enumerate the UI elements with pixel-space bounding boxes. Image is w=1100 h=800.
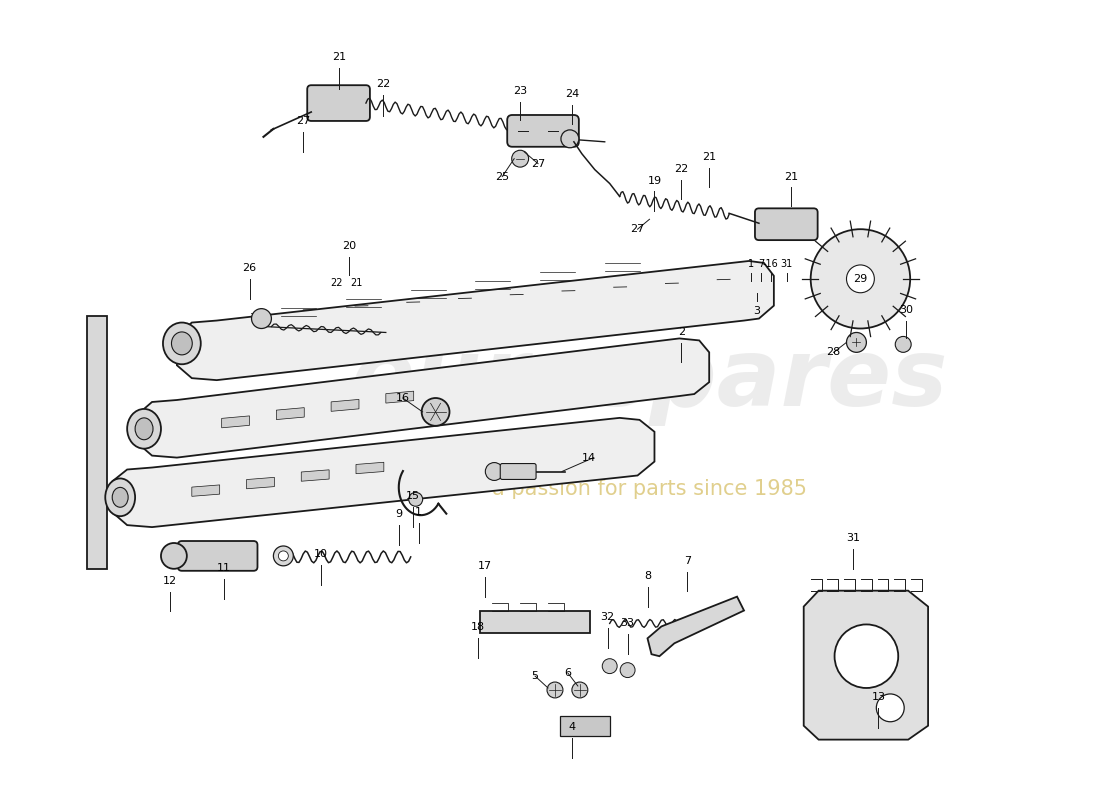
Text: 26: 26	[242, 263, 256, 273]
Text: 32: 32	[601, 613, 615, 622]
Polygon shape	[356, 462, 384, 474]
Ellipse shape	[128, 409, 161, 449]
Text: 25: 25	[495, 171, 509, 182]
Ellipse shape	[135, 418, 153, 440]
Polygon shape	[191, 485, 220, 496]
Circle shape	[547, 682, 563, 698]
Ellipse shape	[163, 322, 201, 364]
Ellipse shape	[112, 487, 128, 507]
Polygon shape	[177, 261, 774, 380]
FancyBboxPatch shape	[307, 86, 370, 121]
Polygon shape	[386, 391, 414, 403]
Text: 3: 3	[754, 306, 760, 316]
Circle shape	[485, 462, 503, 481]
Circle shape	[895, 337, 911, 352]
Polygon shape	[276, 408, 305, 419]
Text: 21: 21	[783, 171, 798, 182]
Text: 27: 27	[296, 116, 310, 126]
Polygon shape	[804, 590, 928, 740]
Circle shape	[811, 229, 910, 329]
Polygon shape	[560, 716, 609, 736]
Polygon shape	[648, 597, 744, 656]
Circle shape	[847, 265, 874, 293]
Text: 33: 33	[620, 618, 635, 629]
Circle shape	[847, 333, 867, 352]
Text: 12: 12	[163, 576, 177, 586]
Text: 1: 1	[415, 507, 422, 517]
Text: 5: 5	[531, 671, 539, 681]
Circle shape	[278, 551, 288, 561]
FancyBboxPatch shape	[507, 115, 579, 146]
Text: 22: 22	[674, 163, 689, 174]
Text: 11: 11	[217, 562, 231, 573]
Text: 27: 27	[630, 224, 645, 234]
Ellipse shape	[172, 332, 192, 355]
Circle shape	[561, 130, 579, 148]
Polygon shape	[112, 418, 654, 527]
Text: 18: 18	[471, 622, 485, 632]
Text: 14: 14	[582, 453, 596, 462]
FancyBboxPatch shape	[178, 541, 257, 571]
Circle shape	[835, 625, 899, 688]
Circle shape	[274, 546, 294, 566]
Polygon shape	[222, 416, 250, 428]
Text: 29: 29	[854, 274, 868, 284]
Text: 22: 22	[330, 278, 342, 288]
Text: 24: 24	[564, 89, 579, 99]
Text: 7: 7	[758, 259, 764, 269]
Text: 7: 7	[684, 556, 691, 566]
Text: 21: 21	[332, 52, 346, 62]
Text: 8: 8	[644, 570, 651, 581]
Text: 13: 13	[871, 692, 886, 702]
Text: 21: 21	[350, 278, 362, 288]
Polygon shape	[331, 399, 359, 411]
Circle shape	[421, 398, 450, 426]
Text: 2: 2	[678, 327, 685, 338]
Text: 31: 31	[781, 259, 793, 269]
Text: 17: 17	[478, 561, 493, 571]
Text: 27: 27	[531, 158, 546, 169]
Text: 21: 21	[702, 152, 716, 162]
Circle shape	[620, 662, 635, 678]
Polygon shape	[87, 315, 107, 569]
Polygon shape	[301, 470, 329, 482]
Circle shape	[602, 658, 617, 674]
Text: 28: 28	[826, 347, 840, 358]
Text: 15: 15	[406, 491, 420, 502]
Text: -16: -16	[763, 259, 779, 269]
Text: 19: 19	[648, 175, 661, 186]
Text: 10: 10	[315, 549, 328, 559]
FancyBboxPatch shape	[500, 463, 536, 479]
Text: 31: 31	[847, 533, 860, 543]
Circle shape	[512, 150, 529, 167]
Polygon shape	[138, 338, 710, 458]
FancyBboxPatch shape	[755, 208, 817, 240]
Circle shape	[877, 694, 904, 722]
Text: 1: 1	[748, 259, 754, 269]
Text: 6: 6	[564, 668, 571, 678]
Text: 9: 9	[395, 509, 403, 519]
Text: a passion for parts since 1985: a passion for parts since 1985	[492, 479, 807, 499]
Text: 23: 23	[513, 86, 527, 96]
Text: 4: 4	[569, 722, 575, 732]
Text: eurospares: eurospares	[351, 334, 948, 426]
Circle shape	[572, 682, 587, 698]
Text: 22: 22	[376, 79, 390, 89]
Circle shape	[252, 309, 272, 329]
Text: 30: 30	[899, 305, 913, 314]
Ellipse shape	[106, 478, 135, 516]
Circle shape	[409, 492, 422, 506]
Text: 20: 20	[342, 241, 356, 251]
Circle shape	[161, 543, 187, 569]
Polygon shape	[481, 610, 590, 634]
Polygon shape	[246, 478, 274, 489]
Text: 16: 16	[396, 393, 409, 403]
